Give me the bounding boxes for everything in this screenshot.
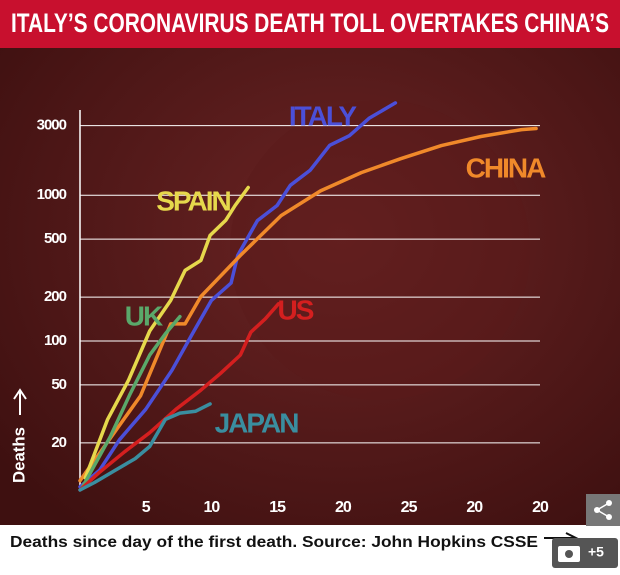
- series-line: [83, 185, 250, 480]
- x-tick-label: 20: [532, 499, 549, 516]
- series-label: US: [278, 294, 314, 325]
- x-axis-label: Deaths since day of the first death. Sou…: [10, 534, 538, 551]
- share-icon: [596, 502, 610, 518]
- series-label: ITALY: [289, 100, 358, 131]
- series-label: UK: [125, 300, 163, 331]
- series-line: [78, 302, 281, 492]
- x-tick-label: 10: [204, 499, 221, 516]
- x-tick-label: 25: [401, 499, 418, 516]
- x-tick-label: 20: [335, 499, 352, 516]
- y-tick-label: 1000: [37, 186, 67, 203]
- y-axis-label: Deaths: [9, 427, 28, 483]
- x-tick-label: 5: [142, 499, 151, 516]
- y-tick-label: 200: [44, 288, 67, 305]
- chart-title: ITALY’S CORONAVIRUS DEATH TOLL OVERTAKES…: [11, 8, 609, 38]
- series-line: [78, 402, 212, 492]
- footer: [0, 525, 620, 575]
- y-tick-label: 500: [44, 230, 67, 247]
- y-tick-label: 20: [51, 434, 66, 451]
- x-tick-label: 20: [466, 499, 483, 516]
- y-tick-label: 50: [51, 376, 66, 393]
- title-bar: [0, 0, 620, 48]
- plot-area: 20 50 100 200 500 1000 3000 5 10 15 20 25 20 20 ITALY C…: [37, 100, 550, 516]
- series-line: [80, 314, 182, 489]
- series-label: SPAIN: [156, 185, 230, 216]
- series-label: JAPAN: [215, 407, 299, 438]
- share-button[interactable]: [586, 494, 620, 526]
- y-tick-label: 100: [44, 332, 67, 349]
- virus-decoration: [230, 100, 530, 400]
- y-axis-arrow: [13, 388, 27, 415]
- series-line: [78, 101, 398, 489]
- y-tick-label: 3000: [37, 117, 67, 134]
- photo-count: +5: [588, 544, 604, 560]
- series-label: CHINA: [466, 152, 546, 183]
- camera-icon: [565, 550, 573, 558]
- x-tick-label: 15: [269, 499, 286, 516]
